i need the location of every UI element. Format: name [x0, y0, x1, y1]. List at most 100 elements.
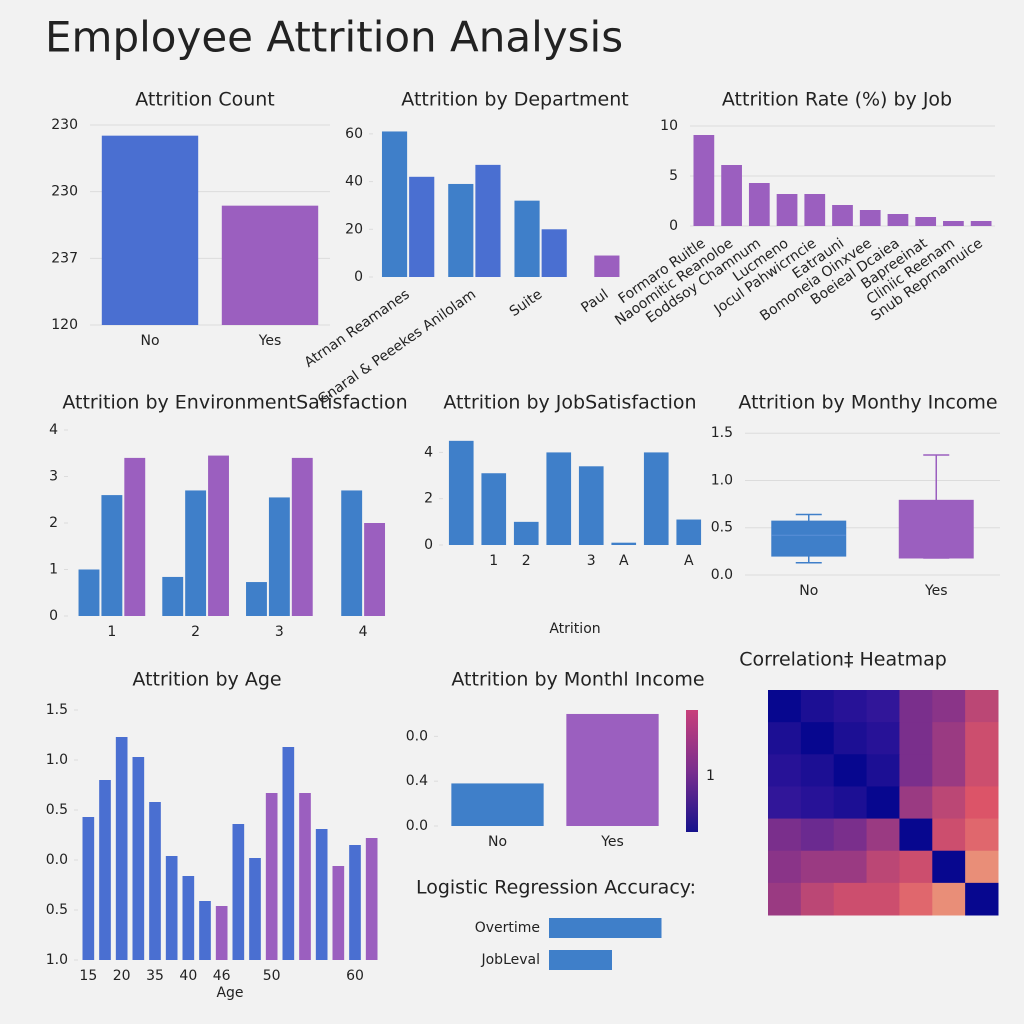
- x-tick-label: Yes: [600, 834, 624, 850]
- heatmap-cell: [800, 850, 835, 884]
- heatmap-cell: [899, 754, 933, 787]
- heatmap-cell: [965, 690, 999, 723]
- heatmap-cell: [866, 690, 900, 723]
- y-tick-label: 0: [49, 608, 58, 624]
- heatmap-cell: [768, 882, 802, 916]
- x-tick-label: No: [799, 583, 818, 599]
- bar: [82, 817, 95, 960]
- colorbar-label: 1: [706, 768, 715, 784]
- bar: [804, 194, 826, 226]
- y-tick-label: Overtime: [475, 920, 540, 936]
- bar: [115, 737, 128, 960]
- chart-title: Attrition by Monthy Income: [738, 392, 997, 414]
- x-tick-label: 50: [263, 968, 281, 984]
- y-tick-label: 0.5: [46, 802, 68, 818]
- bar: [162, 576, 184, 616]
- chart-title: Attrition by EnvironmentSatisfaction: [62, 392, 407, 414]
- heatmap-cell: [965, 850, 999, 884]
- chart-title: Correlation‡ Heatmap: [739, 649, 947, 671]
- bar: [268, 497, 290, 616]
- bar: [78, 569, 100, 616]
- y-tick-label: 0: [424, 537, 433, 553]
- y-tick-label: JobLeval: [480, 952, 540, 968]
- heatmap-cell: [932, 690, 966, 723]
- y-tick-label: 0.0: [406, 818, 428, 834]
- y-tick-label: 0: [354, 269, 363, 285]
- bar: [859, 210, 881, 226]
- x-tick-label: Yes: [924, 583, 948, 599]
- chart-title: Logistic Regression Accuracy:: [416, 877, 696, 899]
- bar: [566, 713, 659, 826]
- y-tick-label: 40: [345, 174, 363, 190]
- chart-title: Attrition Rate (%) by Job: [722, 89, 952, 111]
- bar: [299, 793, 311, 960]
- heatmap-cell: [768, 818, 802, 852]
- heatmap-cell: [932, 818, 966, 852]
- x-tick-label: 1: [107, 624, 116, 640]
- y-tick-label: 230: [51, 117, 78, 133]
- heatmap-cell: [833, 722, 868, 755]
- bar: [349, 845, 361, 960]
- bar: [513, 521, 539, 545]
- x-tick-label: 1: [489, 553, 498, 569]
- bar: [365, 838, 378, 960]
- heatmap-cell: [899, 882, 933, 916]
- x-tick-label: 3: [587, 553, 596, 569]
- box: [898, 499, 974, 559]
- x-tick-label: 35: [146, 968, 164, 984]
- y-tick-label: 0.4: [406, 773, 428, 789]
- x-tick-label: Yes: [258, 333, 282, 349]
- bar: [776, 194, 798, 226]
- bar: [341, 490, 363, 616]
- heatmap-cell: [833, 850, 868, 884]
- y-tick-label: 1.5: [46, 702, 68, 718]
- bar: [291, 457, 313, 616]
- y-tick-label: 0.5: [711, 520, 733, 536]
- bar: [409, 176, 435, 277]
- bar: [448, 440, 474, 545]
- x-tick-label: 15: [79, 968, 97, 984]
- y-tick-label: 230: [51, 184, 78, 200]
- y-tick-label: 3: [49, 469, 58, 485]
- x-tick-label: 4: [359, 624, 368, 640]
- bar: [475, 164, 501, 277]
- bar: [221, 205, 319, 325]
- y-tick-label: 20: [345, 221, 363, 237]
- bar: [249, 858, 261, 960]
- y-tick-label: 1: [49, 562, 58, 578]
- heatmap-cell: [866, 722, 900, 755]
- heatmap-cell: [965, 722, 999, 755]
- x-tick-label: 60: [346, 968, 364, 984]
- y-tick-label: 0.0: [46, 852, 68, 868]
- bar: [265, 793, 278, 960]
- heatmap-cell: [833, 754, 868, 787]
- bar: [208, 455, 229, 616]
- heatmap-cell: [768, 754, 802, 787]
- heatmap-cell: [866, 818, 900, 852]
- chart-title: Attrition Count: [135, 89, 275, 111]
- heatmap-cell: [899, 786, 933, 820]
- x-tick-label: 3: [275, 624, 284, 640]
- heatmap-cell: [833, 818, 868, 852]
- x-tick-label: No: [140, 333, 159, 349]
- bar: [915, 217, 937, 226]
- heatmap-cell: [932, 850, 966, 884]
- bar: [481, 473, 507, 545]
- heatmap-cell: [932, 786, 966, 820]
- heatmap-cell: [965, 818, 999, 852]
- y-tick-label: 60: [345, 126, 363, 142]
- y-tick-label: 237: [51, 250, 78, 266]
- x-tick-label: 46: [213, 968, 231, 984]
- heatmap-cell: [932, 882, 966, 916]
- x-axis-label: Age: [216, 985, 243, 1001]
- x-axis-label: Atrition: [549, 621, 600, 637]
- heatmap-cell: [932, 754, 966, 787]
- y-tick-label: 1.0: [711, 472, 733, 488]
- heatmap-cell: [965, 882, 999, 916]
- heatmap-cell: [833, 882, 868, 916]
- y-tick-label: 1.0: [46, 752, 68, 768]
- bar: [182, 876, 195, 960]
- bar: [514, 200, 540, 277]
- colorbar: [686, 710, 698, 832]
- bar: [101, 495, 123, 616]
